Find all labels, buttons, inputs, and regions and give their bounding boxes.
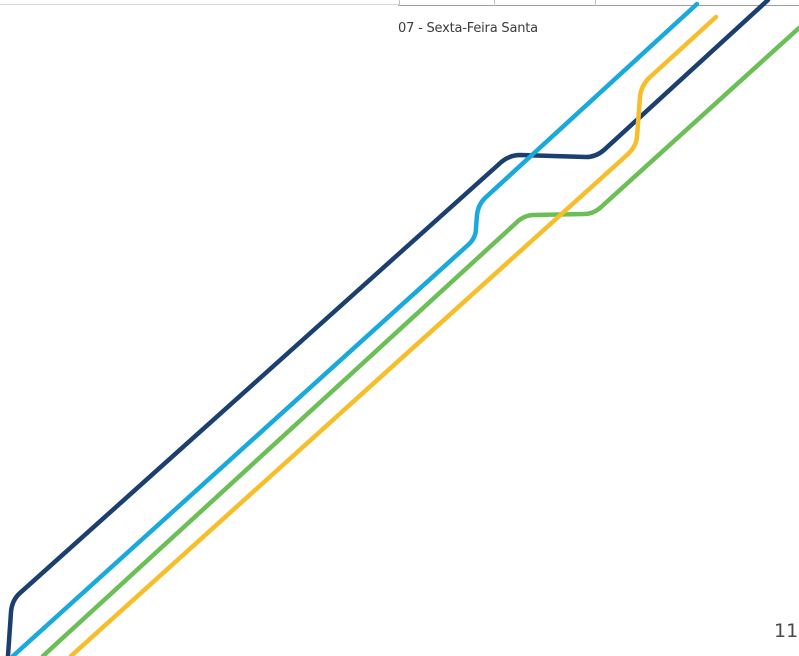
yellow-line (68, 14, 719, 656)
table-column-divider (595, 0, 596, 6)
page-number: 11 (774, 620, 799, 642)
table-border-right (398, 5, 799, 6)
table-column-divider (494, 0, 495, 6)
table-bottom-edge (0, 0, 799, 14)
table-border-left (0, 4, 399, 5)
navy-line (5, 0, 771, 656)
cyan-line (10, 1, 700, 656)
holiday-note: 07 - Sexta-Feira Santa (398, 21, 538, 36)
table-column-divider (399, 0, 400, 6)
